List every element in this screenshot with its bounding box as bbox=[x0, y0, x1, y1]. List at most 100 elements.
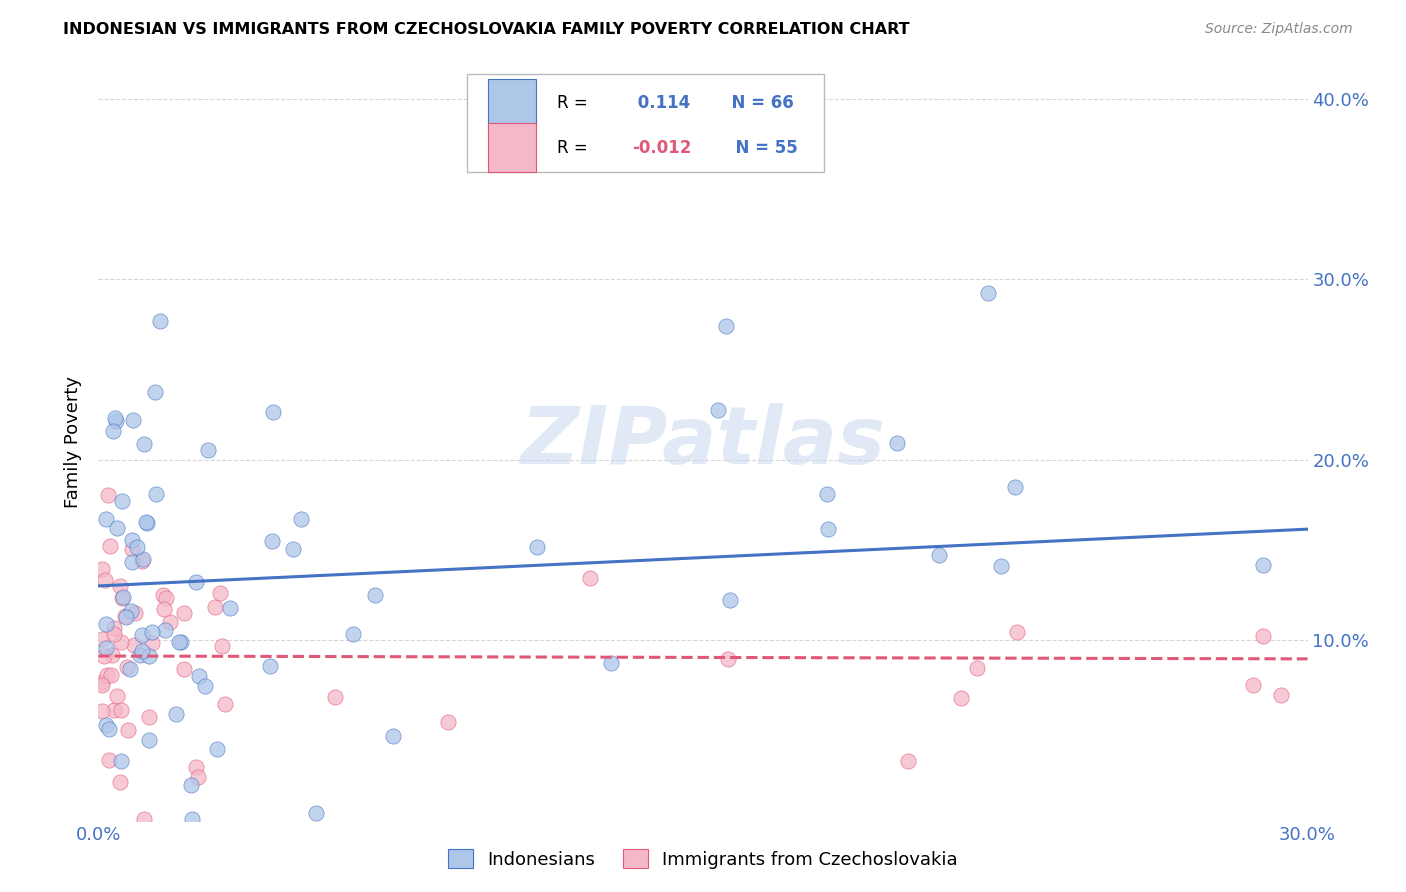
Point bbox=[121, 555, 143, 569]
Point bbox=[96, 512, 118, 526]
Point bbox=[211, 639, 233, 653]
Point bbox=[717, 652, 740, 666]
Point bbox=[91, 562, 114, 576]
Point bbox=[578, 571, 600, 585]
Point bbox=[122, 638, 145, 652]
Point bbox=[104, 410, 127, 425]
Point bbox=[97, 488, 120, 502]
Point bbox=[136, 516, 159, 530]
Point bbox=[155, 591, 177, 606]
Point bbox=[1251, 629, 1274, 643]
Point bbox=[108, 579, 131, 593]
Point bbox=[714, 318, 737, 333]
Point bbox=[111, 493, 134, 508]
Point bbox=[96, 640, 118, 655]
Point bbox=[194, 679, 217, 693]
Point bbox=[342, 627, 364, 641]
Point bbox=[205, 742, 228, 756]
Point bbox=[101, 648, 124, 662]
Point bbox=[96, 717, 118, 731]
Point bbox=[152, 588, 174, 602]
Point bbox=[96, 617, 118, 632]
Point bbox=[1007, 624, 1029, 639]
Point bbox=[138, 648, 160, 663]
Point bbox=[817, 521, 839, 535]
Point bbox=[107, 521, 129, 535]
Point bbox=[197, 442, 219, 457]
Point bbox=[103, 627, 125, 641]
Point bbox=[117, 659, 139, 673]
Point bbox=[1251, 558, 1274, 572]
Point bbox=[93, 648, 115, 663]
Point bbox=[325, 690, 347, 705]
Point bbox=[897, 754, 920, 768]
Point bbox=[104, 414, 127, 428]
Point bbox=[121, 604, 143, 618]
Point bbox=[173, 606, 195, 620]
Text: N = 66: N = 66 bbox=[720, 95, 793, 112]
Point bbox=[124, 606, 146, 620]
Point bbox=[305, 806, 328, 821]
Point bbox=[1241, 678, 1264, 692]
Point bbox=[208, 586, 231, 600]
Point bbox=[121, 541, 143, 556]
Point bbox=[96, 668, 118, 682]
Point bbox=[132, 812, 155, 826]
Point bbox=[186, 575, 208, 590]
Point bbox=[262, 534, 284, 549]
Point bbox=[928, 549, 950, 563]
Point bbox=[93, 573, 115, 587]
Point bbox=[718, 593, 741, 607]
Text: Source: ZipAtlas.com: Source: ZipAtlas.com bbox=[1205, 22, 1353, 37]
Point bbox=[91, 674, 114, 689]
Point bbox=[98, 539, 121, 553]
Point bbox=[173, 662, 195, 676]
Point bbox=[118, 662, 141, 676]
Point bbox=[153, 623, 176, 637]
Point bbox=[977, 285, 1000, 300]
Point bbox=[153, 602, 176, 616]
Point bbox=[132, 551, 155, 566]
Point bbox=[117, 723, 139, 738]
Point bbox=[134, 515, 156, 529]
Point bbox=[131, 628, 153, 642]
Point bbox=[437, 714, 460, 729]
Point bbox=[103, 621, 125, 635]
Point bbox=[112, 590, 135, 604]
Point bbox=[180, 812, 202, 826]
Point bbox=[131, 644, 153, 658]
Point bbox=[364, 588, 387, 602]
Point bbox=[91, 678, 114, 692]
Point bbox=[105, 689, 128, 703]
Point bbox=[145, 486, 167, 500]
Point bbox=[214, 697, 236, 711]
Point bbox=[290, 512, 312, 526]
Point bbox=[204, 599, 226, 614]
FancyBboxPatch shape bbox=[488, 123, 536, 172]
Point bbox=[134, 437, 156, 451]
Text: R =: R = bbox=[557, 139, 593, 157]
Point bbox=[131, 554, 153, 568]
Point bbox=[815, 486, 838, 500]
Point bbox=[184, 760, 207, 774]
Point bbox=[97, 722, 120, 736]
Point bbox=[149, 313, 172, 327]
Legend: Indonesians, Immigrants from Czechoslovakia: Indonesians, Immigrants from Czechoslova… bbox=[440, 842, 966, 876]
Point bbox=[886, 436, 908, 450]
Point bbox=[259, 658, 281, 673]
Point bbox=[91, 704, 114, 718]
Point bbox=[114, 610, 136, 624]
Point bbox=[110, 703, 132, 717]
Point bbox=[707, 403, 730, 417]
Point bbox=[526, 541, 548, 555]
Point bbox=[966, 661, 988, 675]
Point bbox=[167, 635, 190, 649]
Point bbox=[103, 703, 125, 717]
Point bbox=[143, 384, 166, 399]
Point bbox=[262, 405, 284, 419]
Point bbox=[1004, 480, 1026, 494]
Point bbox=[170, 634, 193, 648]
Text: -0.012: -0.012 bbox=[631, 139, 690, 157]
Point bbox=[138, 733, 160, 747]
Point bbox=[125, 541, 148, 555]
